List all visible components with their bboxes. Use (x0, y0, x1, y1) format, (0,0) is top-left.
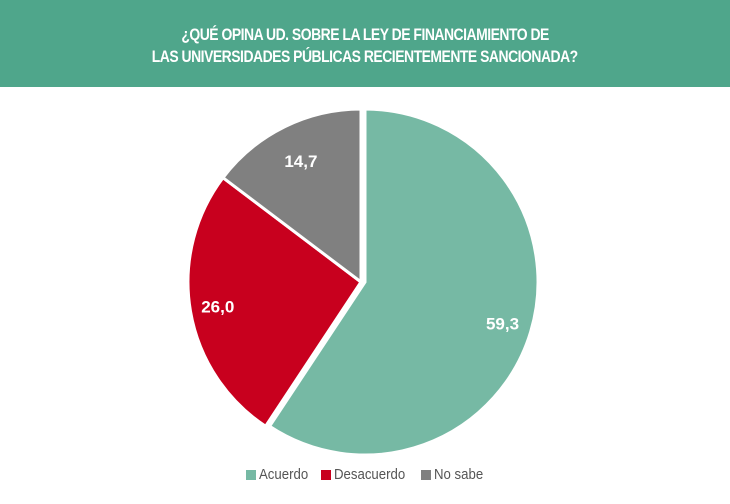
legend-swatch-acuerdo (246, 469, 257, 480)
title-line-2: LAS UNIVERSIDADES PÚBLICAS RECIENTEMENTE… (152, 46, 578, 66)
legend-label-acuerdo: Acuerdo (259, 466, 309, 483)
data-label-acuerdo: 59,3 (486, 314, 519, 333)
legend-swatch-no-sabe (420, 469, 431, 480)
data-label-desacuerdo: 26,0 (201, 298, 234, 317)
legend-item-no-sabe: No sabe (420, 466, 484, 483)
legend-label-no-sabe: No sabe (433, 466, 484, 483)
legend-swatch-desacuerdo (321, 469, 332, 480)
title-line-1: ¿QUÉ OPINA UD. SOBRE LA LEY DE FINANCIAM… (181, 24, 549, 44)
pie-slice-no-sabe (220, 107, 363, 286)
title-banner: ¿QUÉ OPINA UD. SOBRE LA LEY DE FINANCIAM… (0, 0, 730, 87)
legend: Acuerdo Desacuerdo No sabe (0, 466, 730, 483)
pie-slice-acuerdo (267, 107, 540, 457)
data-label-no-sabe: 14,7 (284, 152, 317, 171)
legend-item-acuerdo: Acuerdo (246, 466, 309, 483)
legend-item-desacuerdo: Desacuerdo (321, 466, 409, 483)
legend-label-desacuerdo: Desacuerdo (334, 466, 406, 483)
pie-slice-desacuerdo (186, 175, 364, 429)
